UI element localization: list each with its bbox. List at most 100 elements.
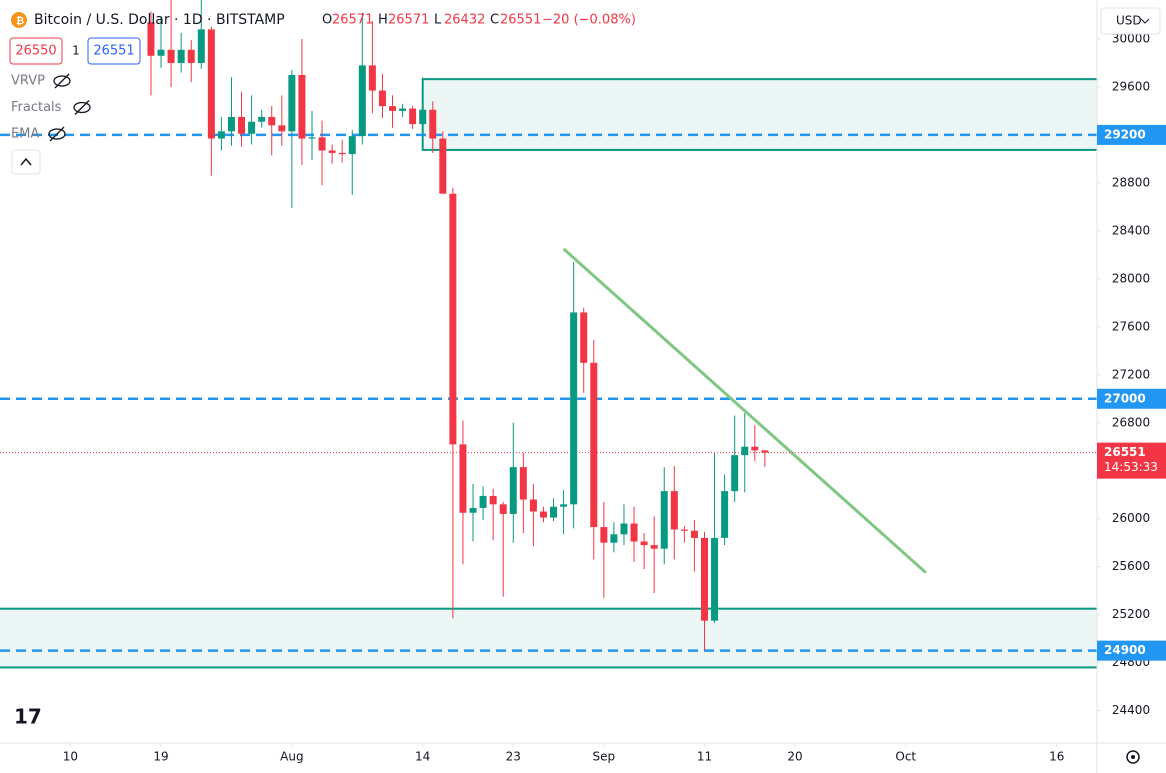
candle-body: [680, 529, 688, 531]
candle-body: [197, 29, 205, 63]
candle-body: [650, 545, 658, 549]
last-price-box: [1097, 442, 1166, 479]
candle-body: [519, 467, 527, 500]
ohlc-key: C: [490, 13, 499, 28]
candle-body: [539, 511, 547, 518]
candle-body: [711, 537, 719, 621]
settings-icon-dot: [1131, 755, 1135, 759]
candle-body: [378, 90, 386, 107]
y-tick-label: 25200: [1112, 607, 1150, 621]
bid-box[interactable]: [9, 37, 63, 65]
candle-body: [570, 312, 578, 505]
y-tick-label: 24400: [1112, 703, 1150, 717]
candle-body: [509, 467, 517, 514]
collapse-button[interactable]: [11, 149, 41, 175]
x-tick-label: Oct: [895, 750, 916, 764]
y-tick-label: 25600: [1112, 559, 1150, 573]
visibility-icon[interactable]: [53, 75, 71, 87]
visibility-slash: [54, 73, 70, 89]
ohlc-value: 26571: [388, 13, 429, 28]
level-label: 24900: [1104, 643, 1146, 657]
candle-body: [177, 49, 185, 63]
x-tick-label: 11: [697, 750, 712, 764]
ohlc: O 26571 H 26571 L 26432 C 26551 −20 (−0.08%): [322, 13, 636, 28]
candle-body: [469, 507, 477, 513]
visibility-icon[interactable]: [73, 101, 91, 114]
settings-icon[interactable]: [1126, 750, 1140, 764]
y-tick-label: 30000: [1112, 31, 1150, 45]
candle-body: [167, 49, 175, 63]
ohlc-key: O: [322, 13, 332, 28]
axes: 2440024800252002560026000264002680027200…: [63, 31, 1166, 764]
candle-body: [700, 537, 708, 621]
candle-body: [368, 65, 376, 91]
candle-body: [248, 121, 256, 134]
candle-body: [731, 455, 739, 492]
indicator-name: EMA: [11, 127, 39, 142]
y-tick-label: 26000: [1112, 511, 1150, 525]
candle-body: [217, 131, 225, 139]
candle-body: [298, 74, 306, 139]
candle-body: [409, 108, 417, 125]
change: −20 (−0.08%): [542, 13, 636, 28]
y-tick-label: 29600: [1112, 79, 1150, 93]
y-tick-label: 28400: [1112, 223, 1150, 237]
x-tick-label: 14: [415, 750, 430, 764]
level-label-box: [1097, 388, 1166, 409]
level-label-box: [1097, 640, 1166, 661]
plot-area: [0, 0, 1097, 669]
candle-body: [238, 116, 246, 134]
ohlc-value: 26571: [332, 13, 373, 28]
currency-button[interactable]: [1100, 7, 1161, 35]
x-tick-label: Aug: [280, 750, 303, 764]
dropdown-icon: [1140, 18, 1150, 24]
candle-body: [439, 138, 447, 194]
candle-body: [288, 74, 296, 132]
candle-body: [580, 312, 588, 363]
y-tick-label: 28800: [1112, 175, 1150, 189]
level-label-box: [1097, 124, 1166, 145]
bid: 26550: [15, 44, 56, 59]
x-tick-label: 19: [153, 750, 168, 764]
candle-body: [399, 108, 407, 111]
indicator-name: Fractals: [11, 100, 62, 115]
candle-body: [499, 504, 507, 514]
candle-body: [459, 444, 467, 513]
candle-body: [278, 125, 286, 132]
candle-body: [389, 106, 397, 111]
candle-body: [147, 22, 155, 56]
candle-body: [660, 491, 668, 549]
candle-body: [640, 541, 648, 546]
y-tick-label: 26800: [1112, 415, 1150, 429]
candle-body: [600, 527, 608, 543]
candle-body: [358, 65, 366, 137]
x-tick-label: 20: [787, 750, 802, 764]
candle-body: [721, 491, 729, 538]
candle-body: [479, 495, 487, 508]
trend-line: [562, 247, 927, 574]
candle-body: [187, 49, 195, 63]
candle-body: [560, 504, 568, 507]
candle-body: [690, 530, 698, 538]
candle-body: [338, 152, 346, 155]
candle-body: [550, 506, 558, 518]
countdown: 14:53:33: [1104, 460, 1158, 474]
candle-body: [429, 109, 437, 139]
x-tick-label: 16: [1049, 750, 1064, 764]
coin-glyph: ₿: [16, 15, 24, 27]
candle-body: [529, 499, 537, 512]
visibility-slash: [49, 126, 65, 142]
candle-body: [207, 29, 215, 139]
x-tick-label: 23: [506, 750, 521, 764]
zone: [421, 78, 1097, 151]
visibility-slash: [74, 100, 90, 115]
candle-body: [761, 450, 769, 453]
candle-body: [590, 362, 598, 528]
candle-body: [318, 137, 326, 151]
currency: USD: [1116, 14, 1142, 28]
candle-body: [419, 109, 427, 125]
candle-body: [610, 534, 618, 543]
ask-box[interactable]: [87, 37, 141, 65]
visibility-icon[interactable]: [48, 128, 66, 140]
